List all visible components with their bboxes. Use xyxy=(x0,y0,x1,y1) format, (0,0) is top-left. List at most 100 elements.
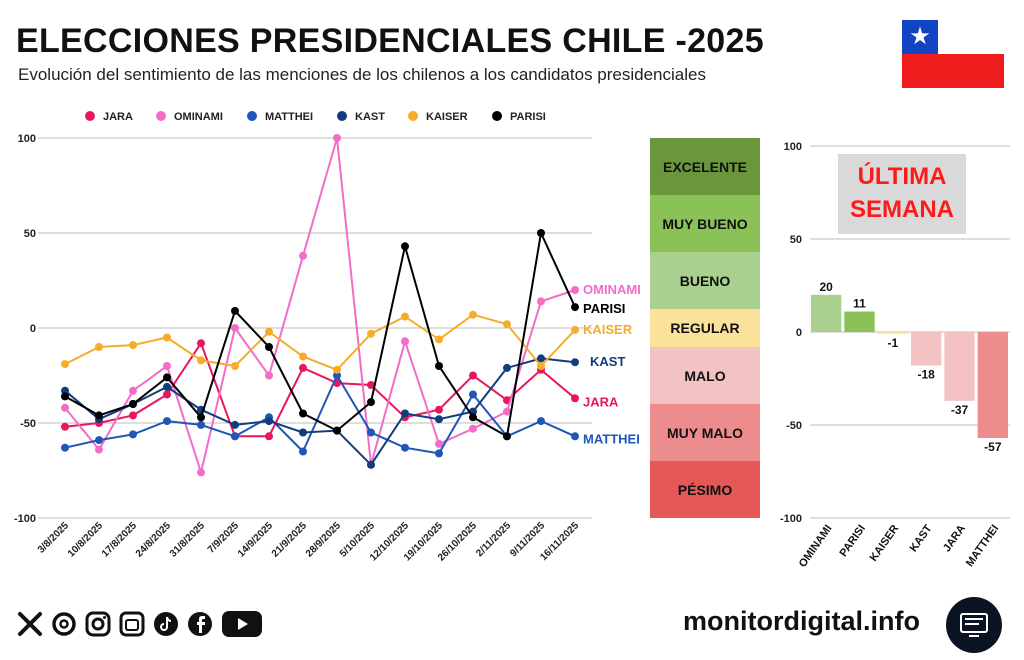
facebook-icon[interactable] xyxy=(186,610,214,638)
data-point-ominami xyxy=(537,297,545,306)
bar-value-label: -1 xyxy=(887,336,898,350)
data-point-kast xyxy=(503,363,511,372)
data-point-parisi xyxy=(299,409,307,418)
data-point-kast xyxy=(367,460,375,469)
data-point-kast xyxy=(571,358,579,367)
data-point-ominami xyxy=(129,386,137,395)
x-tick-label: 10/8/2025 xyxy=(66,520,106,560)
bar-category-label: PARISI xyxy=(838,523,868,559)
data-point-kast xyxy=(401,409,409,418)
legend-label-jara: JARA xyxy=(103,111,133,123)
youtube-icon[interactable] xyxy=(220,610,264,638)
end-label-ominami: OMINAMI xyxy=(583,282,641,297)
legend-marker-parisi xyxy=(492,111,502,121)
legend-label-kaiser: KAISER xyxy=(426,111,468,123)
bar-y-tick-label: 0 xyxy=(796,327,802,339)
data-point-kaiser xyxy=(435,335,443,344)
data-point-ominami xyxy=(333,134,341,142)
data-point-kast xyxy=(299,428,307,437)
bar-value-label: -18 xyxy=(917,367,935,381)
data-point-parisi xyxy=(265,343,273,351)
page-subtitle: Evolución del sentimiento de las mencion… xyxy=(18,65,706,84)
bar-category-label: KAISER xyxy=(868,523,902,564)
data-point-kast xyxy=(537,354,545,363)
data-point-kaiser xyxy=(333,365,341,374)
data-point-matthei xyxy=(333,371,341,380)
data-point-matthei xyxy=(95,436,103,445)
data-point-matthei xyxy=(163,417,171,426)
data-point-parisi xyxy=(401,242,409,251)
data-point-matthei xyxy=(367,428,375,437)
scale-band-malo: MALO xyxy=(650,347,760,404)
data-point-ominami xyxy=(197,468,205,477)
data-point-kaiser xyxy=(367,329,375,338)
end-label-matthei: MATTHEI xyxy=(583,431,640,446)
series-line-parisi xyxy=(64,229,576,438)
data-point-ominami xyxy=(163,362,171,370)
last-week-line2: SEMANA xyxy=(849,196,954,223)
last-week-line1: ÚLTIMA xyxy=(857,163,947,190)
data-point-parisi xyxy=(129,400,137,408)
series-line-jara xyxy=(64,340,576,438)
legend-label-ominami: OMINAMI xyxy=(174,111,223,123)
data-point-ominami xyxy=(435,439,443,448)
data-point-kaiser xyxy=(537,362,545,370)
bar-matthei xyxy=(977,332,1008,439)
threads-icon[interactable] xyxy=(50,610,78,638)
clapper-icon[interactable] xyxy=(118,610,146,638)
x-tick-label: 21/9/2025 xyxy=(270,520,310,560)
legend-label-matthei: MATTHEI xyxy=(265,111,313,123)
chile-flag: ★ xyxy=(902,20,1004,88)
bar-kaiser xyxy=(877,332,908,334)
website-url[interactable]: monitordigital.info xyxy=(683,606,920,636)
tiktok-icon[interactable] xyxy=(152,610,180,638)
bar-category-label: JARA xyxy=(941,523,968,554)
data-point-parisi xyxy=(435,362,443,370)
star-icon: ★ xyxy=(909,23,931,50)
bar-value-label: -57 xyxy=(984,440,1002,454)
x-tick-label: 31/8/2025 xyxy=(168,520,208,560)
end-label-jara: JARA xyxy=(583,394,619,409)
data-point-matthei xyxy=(61,443,69,452)
scale-band-pesimo: PÉSIMO xyxy=(650,461,760,518)
bar-ominami xyxy=(811,294,842,332)
x-icon[interactable] xyxy=(16,610,44,638)
x-tick-label: 14/9/2025 xyxy=(236,520,276,560)
data-point-matthei xyxy=(197,420,205,429)
data-point-kast xyxy=(163,382,171,391)
instagram-icon[interactable] xyxy=(84,610,112,638)
x-tick-label: 24/8/2025 xyxy=(134,520,174,560)
data-point-kast xyxy=(231,420,239,429)
bar-category-label: OMINAMI xyxy=(797,523,835,570)
data-point-matthei xyxy=(469,390,477,399)
social-icons xyxy=(16,610,264,638)
bar-value-label: 11 xyxy=(853,297,866,311)
data-point-parisi xyxy=(163,373,171,382)
data-point-ominami xyxy=(503,407,511,416)
data-point-parisi xyxy=(503,432,511,441)
scale-band-muy-malo: MUY MALO xyxy=(650,404,760,461)
scale-band-excelente: EXCELENTE xyxy=(650,138,760,195)
data-point-parisi xyxy=(333,426,341,435)
data-point-matthei xyxy=(299,447,307,456)
data-point-parisi xyxy=(197,413,205,422)
data-point-jara xyxy=(197,339,205,348)
y-tick-label: -50 xyxy=(20,418,36,430)
legend-marker-jara xyxy=(85,111,95,121)
legend-marker-kaiser xyxy=(408,111,418,121)
data-point-ominami xyxy=(401,337,409,346)
data-point-kaiser xyxy=(265,327,273,336)
data-point-matthei xyxy=(129,430,137,439)
end-label-parisi: PARISI xyxy=(583,301,625,316)
series-line-ominami xyxy=(64,137,576,477)
y-tick-label: 0 xyxy=(30,323,36,335)
series-line-kast xyxy=(64,357,576,467)
data-point-ominami xyxy=(265,371,273,380)
data-point-matthei xyxy=(571,432,579,441)
data-point-parisi xyxy=(95,411,103,420)
bar-y-tick-label: 50 xyxy=(790,234,802,246)
scale-band-muy-bueno: MUY BUENO xyxy=(650,195,760,252)
bar-category-label: KAST xyxy=(908,523,935,555)
data-point-parisi xyxy=(469,413,477,422)
y-tick-label: -100 xyxy=(14,513,36,525)
